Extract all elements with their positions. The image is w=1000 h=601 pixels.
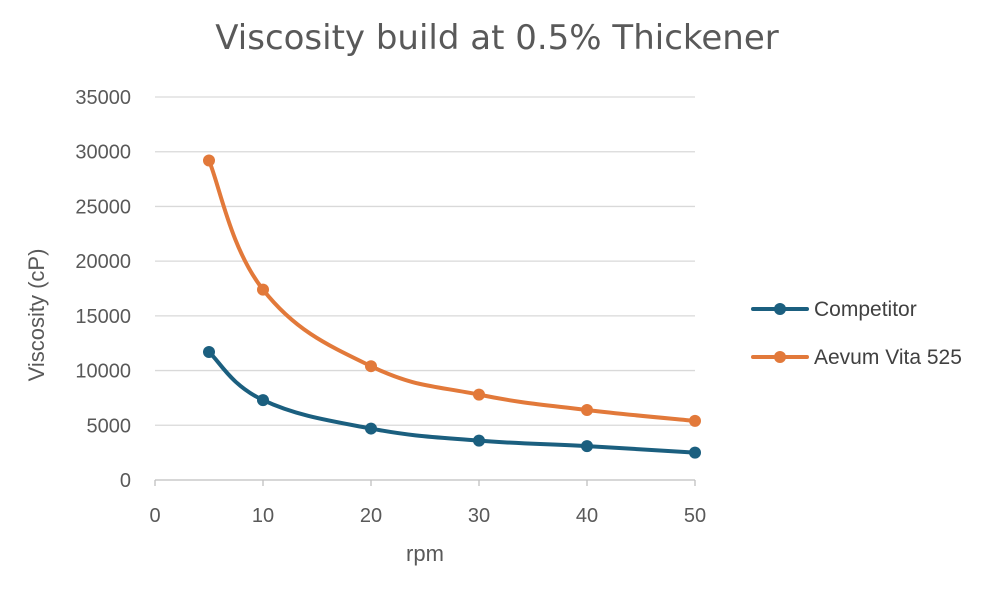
data-point — [203, 345, 215, 358]
series-line — [207, 349, 697, 455]
data-point — [365, 422, 377, 435]
legend-swatch-marker — [774, 303, 786, 315]
data-point — [365, 360, 377, 373]
x-tick-label: 40 — [576, 505, 598, 527]
data-point — [257, 283, 269, 296]
y-tick-label: 25000 — [75, 196, 131, 218]
series-line — [207, 158, 697, 423]
data-point — [689, 446, 701, 459]
data-point — [581, 403, 593, 416]
x-tick-label: 30 — [468, 505, 490, 527]
chart-title: Viscosity build at 0.5% Thickener — [215, 18, 778, 58]
data-point — [689, 414, 701, 427]
legend-swatch-marker — [774, 351, 786, 363]
data-point — [473, 434, 485, 447]
legend: Competitor Aevum Vita 525 — [751, 298, 962, 369]
series-layer — [203, 154, 701, 459]
legend-label: Aevum Vita 525 — [814, 346, 962, 369]
y-tick-label: 35000 — [75, 87, 131, 109]
x-axis-title: rpm — [406, 541, 444, 566]
x-tick-label: 10 — [252, 505, 274, 527]
y-axis-title: Viscosity (cP) — [24, 249, 49, 382]
y-tick-label: 30000 — [75, 142, 131, 164]
data-point — [257, 394, 269, 407]
data-point — [203, 154, 215, 167]
legend-label: Competitor — [814, 298, 917, 321]
grid-layer — [155, 96, 695, 426]
y-tick-label: 0 — [120, 470, 131, 492]
axis-layer: 0 5000 10000 15000 20000 25000 30000 35000 0 10 20… — [75, 87, 706, 527]
x-tick-label: 50 — [684, 505, 706, 527]
y-tick-label: 10000 — [75, 361, 131, 383]
series-1 — [203, 154, 701, 427]
x-tick-label: 0 — [149, 505, 160, 527]
y-tick-label: 5000 — [87, 415, 132, 437]
data-point — [581, 440, 593, 453]
legend-item: Competitor — [751, 298, 917, 321]
x-tick-label: 20 — [360, 505, 382, 527]
y-tick-label: 15000 — [75, 306, 131, 328]
series-0 — [203, 345, 701, 459]
y-tick-label: 20000 — [75, 251, 131, 273]
legend-item: Aevum Vita 525 — [751, 346, 962, 369]
data-point — [473, 388, 485, 401]
